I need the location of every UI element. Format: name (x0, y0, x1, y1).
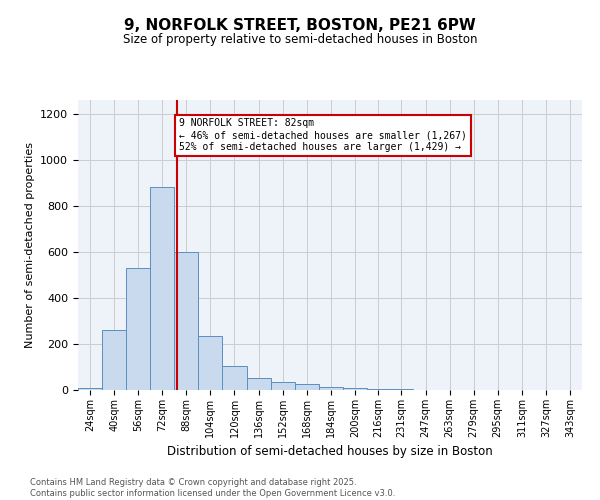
Bar (150, 188, 174, 390)
Bar (295, 384, 319, 390)
Text: 9 NORFOLK STREET: 82sqm
← 46% of semi-detached houses are smaller (1,267)
52% of: 9 NORFOLK STREET: 82sqm ← 46% of semi-de… (179, 118, 467, 152)
Bar (367, 389, 389, 390)
Bar (271, 382, 295, 390)
Bar (343, 388, 367, 390)
X-axis label: Distribution of semi-detached houses by size in Boston: Distribution of semi-detached houses by … (167, 446, 493, 458)
Text: Size of property relative to semi-detached houses in Boston: Size of property relative to semi-detach… (123, 32, 477, 46)
Text: 9, NORFOLK STREET, BOSTON, PE21 6PW: 9, NORFOLK STREET, BOSTON, PE21 6PW (124, 18, 476, 32)
Bar (78, 388, 102, 390)
Bar (223, 366, 247, 390)
Bar (102, 330, 126, 390)
Y-axis label: Number of semi-detached properties: Number of semi-detached properties (25, 142, 35, 348)
Bar (199, 336, 223, 390)
Bar (174, 252, 199, 390)
Text: Contains HM Land Registry data © Crown copyright and database right 2025.
Contai: Contains HM Land Registry data © Crown c… (30, 478, 395, 498)
Bar (319, 386, 343, 390)
Bar (126, 268, 150, 390)
Bar (247, 378, 271, 390)
